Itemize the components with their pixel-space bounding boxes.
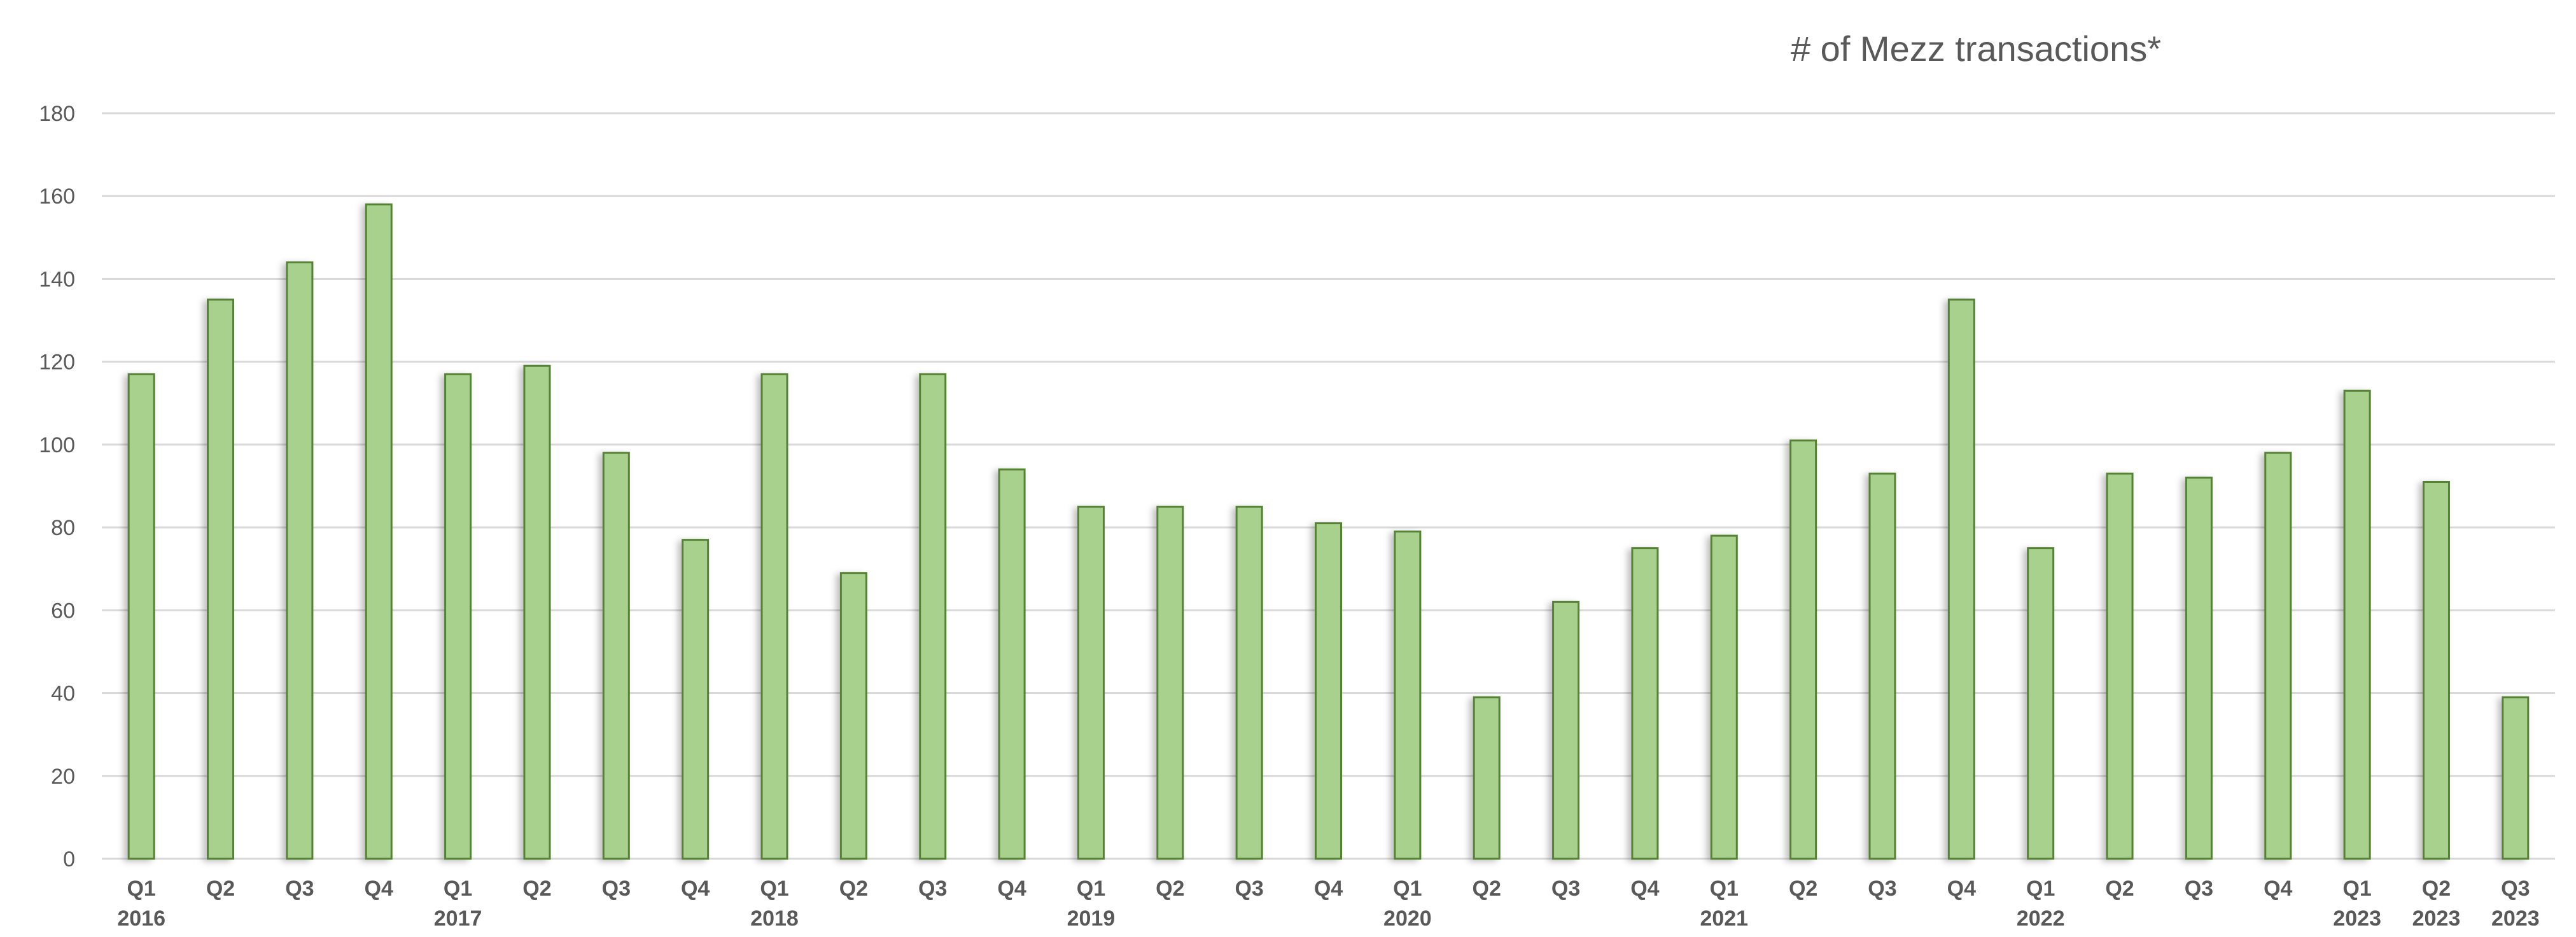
- bar: [1235, 506, 1263, 860]
- bar: [1315, 522, 1342, 860]
- bar: [1947, 298, 1975, 860]
- x-tick-label: Q3: [1235, 877, 1263, 901]
- bar: [2185, 476, 2213, 860]
- bar: [1868, 472, 1896, 860]
- x-tick-label: Q3: [285, 877, 314, 901]
- x-tick-label: Q1: [1077, 877, 1105, 901]
- x-tick-label: Q3: [1551, 877, 1580, 901]
- bar: [1631, 547, 1659, 860]
- x-tick-label: Q3: [602, 877, 631, 901]
- y-tick-label: 100: [39, 433, 75, 457]
- x-tick-label: Q4: [1630, 877, 1659, 901]
- bar: [1552, 600, 1580, 860]
- y-tick-label: 0: [63, 847, 75, 871]
- y-tick-label: 140: [39, 267, 75, 291]
- x-tick-label: Q4: [1314, 877, 1343, 901]
- bar: [1394, 531, 1422, 860]
- bar: [602, 452, 630, 860]
- y-tick-label: 120: [39, 351, 75, 375]
- x-tick-label: Q1: [127, 877, 155, 901]
- bar: [2502, 696, 2530, 860]
- x-tick-year-label: 2019: [1067, 906, 1116, 931]
- bar: [365, 203, 393, 860]
- bar: [760, 373, 788, 860]
- y-tick-label: 20: [51, 765, 75, 789]
- bar: [2343, 389, 2371, 860]
- bar: [523, 364, 551, 860]
- x-tick-label: Q2: [1156, 877, 1184, 901]
- bar: [2106, 472, 2134, 860]
- x-tick-label: Q4: [997, 877, 1026, 901]
- x-tick-label: Q2: [522, 877, 551, 901]
- x-tick-label: Q1: [1710, 877, 1739, 901]
- bar: [207, 298, 235, 860]
- x-tick-label: Q4: [365, 877, 393, 901]
- x-tick-year-label: 2023: [2333, 906, 2381, 931]
- x-tick-label: Q3: [2185, 877, 2213, 901]
- x-tick-year-label: 2021: [1700, 906, 1748, 931]
- x-tick-year-label: 2016: [117, 906, 165, 931]
- x-tick-year-label: 2018: [750, 906, 799, 931]
- bar: [919, 373, 947, 860]
- bar: [2264, 452, 2292, 860]
- y-tick-label: 180: [39, 102, 75, 126]
- bar: [286, 261, 314, 860]
- bar: [2422, 480, 2450, 860]
- x-tick-label: Q1: [444, 877, 472, 901]
- x-tick-label: Q2: [2422, 877, 2451, 901]
- bar: [1473, 696, 1501, 860]
- bar: [2027, 547, 2055, 860]
- x-tick-label: Q1: [2026, 877, 2055, 901]
- x-tick-label: Q4: [2264, 877, 2292, 901]
- x-tick-year-label: 2022: [2017, 906, 2065, 931]
- x-tick-label: Q2: [1789, 877, 1817, 901]
- bar: [1789, 439, 1817, 860]
- bar: [444, 373, 472, 860]
- bar: [839, 572, 867, 860]
- x-tick-label: Q3: [1868, 877, 1896, 901]
- x-tick-label: Q2: [839, 877, 868, 901]
- x-tick-year-label: 2023: [2412, 906, 2461, 931]
- x-tick-label: Q4: [1947, 877, 1976, 901]
- chart-title: # of Mezz transactions*: [1791, 29, 2161, 69]
- bar: [1710, 534, 1738, 860]
- bar: [1077, 506, 1105, 860]
- x-tick-label: Q2: [2105, 877, 2134, 901]
- bars: [127, 203, 2530, 860]
- x-tick-label: Q1: [760, 877, 788, 901]
- x-tick-label: Q2: [1473, 877, 1501, 901]
- x-tick-label: Q4: [681, 877, 710, 901]
- x-tick-label: Q3: [2501, 877, 2530, 901]
- x-tick-label: Q1: [2342, 877, 2371, 901]
- y-tick-label: 80: [51, 516, 75, 540]
- bar: [682, 539, 710, 860]
- x-tick-year-label: 2017: [434, 906, 482, 931]
- bar: [998, 468, 1026, 860]
- y-tick-label: 60: [51, 599, 75, 623]
- x-tick-year-label: 2020: [1383, 906, 1432, 931]
- y-axis-tick-labels: 0 20 40 60 80 100 120 140 160 180: [39, 102, 75, 871]
- x-tick-label: Q1: [1393, 877, 1422, 901]
- x-tick-label: Q2: [206, 877, 235, 901]
- x-tick-year-label: 2023: [2491, 906, 2540, 931]
- x-tick-label: Q3: [918, 877, 947, 901]
- bar: [1156, 506, 1184, 860]
- y-tick-label: 40: [51, 682, 75, 706]
- bar: [127, 373, 155, 860]
- x-axis-tick-labels: Q1 2016 Q2 Q3 Q4 Q1 2017 Q2 Q3 Q4 Q1 2018 Q2 Q3 Q4 Q1 20…: [117, 877, 2539, 931]
- y-tick-label: 160: [39, 184, 75, 209]
